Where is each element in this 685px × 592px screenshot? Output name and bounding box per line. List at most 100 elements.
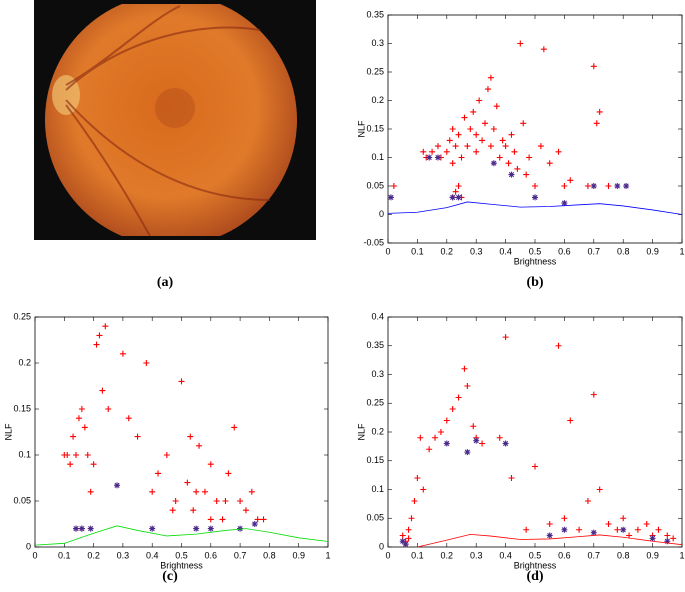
point — [90, 461, 97, 468]
x-tick-label: 1 — [325, 550, 330, 560]
y-tick-label: 0.2 — [371, 426, 384, 436]
point — [125, 415, 132, 422]
point — [449, 194, 456, 201]
point — [402, 541, 409, 548]
x-tick-label: 0.1 — [411, 246, 424, 256]
point — [590, 183, 597, 189]
point — [449, 160, 456, 167]
x-tick-label: 0.5 — [529, 550, 542, 560]
point — [532, 183, 538, 189]
point — [467, 126, 474, 132]
point — [634, 526, 641, 533]
y-tick-label: 0 — [379, 209, 384, 219]
point — [455, 194, 462, 201]
point — [476, 97, 483, 104]
caption: (d) — [526, 569, 543, 584]
point — [251, 521, 258, 527]
point — [502, 143, 509, 150]
point — [649, 535, 656, 542]
point — [540, 46, 547, 53]
y-tick-label: 0.35 — [366, 9, 384, 19]
y-axis-label: NLF — [356, 423, 366, 441]
point — [508, 475, 515, 481]
point — [508, 171, 515, 178]
x-tick-label: 0.8 — [263, 550, 276, 560]
x-axis-label: Brightness — [514, 256, 557, 266]
point — [390, 183, 397, 189]
point — [420, 148, 427, 155]
point — [470, 108, 477, 115]
caption: (c) — [162, 569, 178, 584]
point — [479, 137, 486, 144]
point — [432, 434, 439, 441]
point — [78, 406, 85, 412]
point — [464, 449, 471, 456]
curve — [34, 525, 329, 546]
y-tick-label: 0.1 — [18, 449, 31, 459]
point — [70, 433, 77, 440]
x-tick-label: 0 — [32, 550, 37, 560]
point — [614, 183, 621, 189]
point — [502, 440, 509, 447]
point — [620, 526, 627, 533]
point — [532, 463, 538, 470]
point — [219, 516, 226, 523]
point — [614, 526, 621, 533]
x-tick-label: 0.3 — [117, 550, 130, 560]
point — [461, 114, 468, 121]
point — [473, 148, 480, 155]
point — [620, 515, 627, 522]
y-tick-label: 0 — [26, 541, 31, 551]
point — [225, 470, 232, 477]
point — [429, 148, 436, 155]
point — [523, 526, 530, 533]
point — [520, 120, 527, 127]
x-tick-label: 0 — [385, 550, 390, 560]
point — [473, 437, 480, 444]
y-tick-label: 0.25 — [366, 66, 384, 76]
point — [134, 433, 141, 440]
point — [411, 498, 418, 504]
y-tick-label: 0.25 — [13, 311, 31, 321]
y-tick-label: 0.2 — [18, 357, 31, 367]
point — [207, 516, 214, 523]
point — [193, 525, 200, 532]
point — [461, 365, 468, 372]
point — [546, 160, 553, 167]
y-axis-label: NLF — [356, 120, 366, 138]
point — [190, 507, 197, 514]
point — [449, 126, 456, 132]
point — [408, 515, 415, 522]
point — [67, 461, 74, 468]
point — [458, 154, 465, 161]
x-tick-label: 0.7 — [588, 246, 601, 256]
point — [201, 488, 208, 495]
caption: (a) — [157, 275, 174, 290]
x-tick-label: 0.2 — [87, 550, 100, 560]
point — [443, 148, 450, 155]
point — [207, 461, 214, 468]
x-axis-label: Brightness — [514, 560, 557, 570]
y-tick-label: 0.05 — [366, 180, 384, 190]
point — [237, 498, 244, 504]
point — [584, 498, 591, 504]
point — [93, 341, 100, 348]
point — [178, 378, 185, 385]
point — [517, 40, 524, 47]
point — [514, 165, 521, 172]
point — [78, 525, 85, 532]
point — [149, 525, 156, 532]
point — [596, 108, 603, 115]
point — [248, 488, 255, 495]
x-tick-label: 0.1 — [58, 550, 71, 560]
point — [417, 434, 424, 441]
point — [172, 498, 179, 504]
point — [464, 143, 471, 150]
point — [555, 148, 562, 155]
point — [605, 183, 612, 189]
y-tick-label: 0.1 — [371, 152, 384, 162]
y-tick-label: 0.3 — [371, 369, 384, 379]
y-tick-label: 0.4 — [371, 311, 384, 321]
retina-image — [34, 0, 316, 240]
